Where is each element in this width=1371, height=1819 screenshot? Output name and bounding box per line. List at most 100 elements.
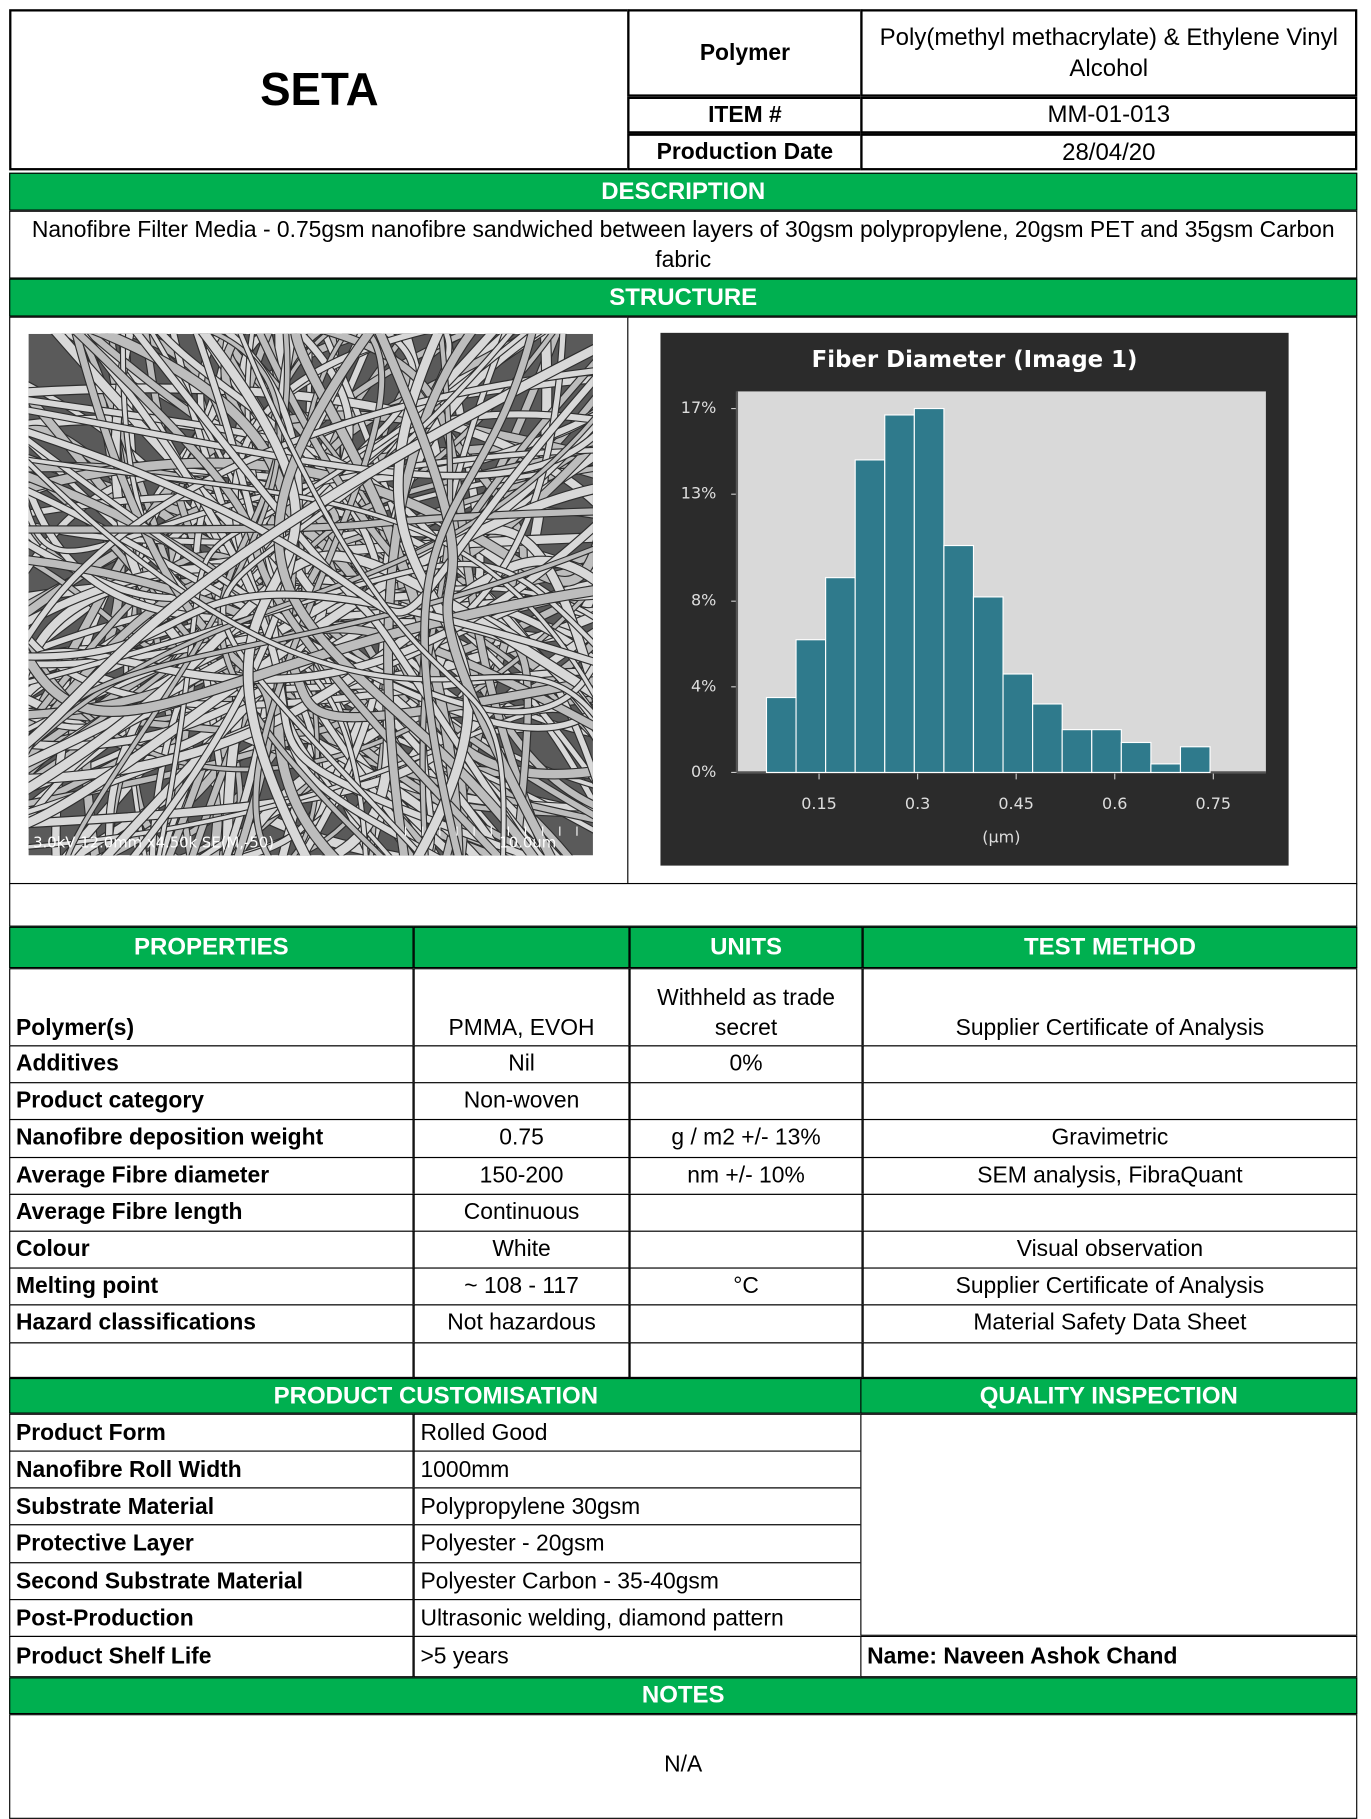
blank-cell [629,1342,863,1378]
property-name-text: Product category [15,1087,204,1113]
section-header: QUALITY INSPECTION [860,1377,1358,1414]
property-name: Polymer(s) [9,968,414,1047]
property-value-text: PMMA, EVOH [448,1015,595,1041]
custom-label: Substrate Material [9,1487,414,1526]
property-value: °C [629,1267,863,1306]
property-name: Average Fibre length [9,1193,414,1232]
property-name-text: Melting point [15,1272,159,1298]
section-header: DESCRIPTION [9,172,1358,211]
bar [913,407,945,774]
sem-scale: 10.0um [499,833,556,851]
property-value-text: Material Safety Data Sheet [973,1310,1247,1336]
custom-value: 1000mm [413,1450,863,1489]
custom-label: Protective Layer [9,1524,414,1564]
sem-caption: 3.0kV 12.0mm x4.50k SE(M,-50) [33,833,274,851]
bar [1032,703,1063,774]
custom-label-text: Protective Layer [15,1531,194,1557]
fiber [421,333,536,856]
property-name-text: Hazard classifications [15,1310,257,1336]
y-tick-label: 13% [681,484,717,503]
x-tick-label: 0.3 [905,794,930,813]
fiber [28,708,593,849]
bar [1150,763,1182,774]
property-name-text: Additives [15,1050,119,1076]
property-value-text: °C [733,1272,759,1298]
x-axis-label: (µm) [982,828,1020,847]
property-value-text: Visual observation [1016,1235,1204,1262]
property-value-text: 0.75 [499,1124,544,1151]
fiber [28,561,593,685]
property-name: Average Fibre diameter [9,1156,414,1195]
field-value: 28/04/20 [860,133,1358,171]
property-value-text: Non-woven [463,1087,580,1113]
section-header-text: TEST METHOD [1023,934,1196,961]
fiber [28,368,593,642]
field-value: Poly(methyl methacrylate) & Ethylene Vin… [860,9,1358,97]
fiber [28,546,593,754]
custom-value-text: Polypropylene 30gsm [420,1493,641,1520]
custom-label-text: Product Form [15,1420,166,1446]
section-header-text: NOTES [641,1682,725,1709]
property-name: Colour [9,1230,414,1269]
blank-cell [862,1342,1358,1378]
custom-value-text: >5 years [420,1643,509,1670]
bar [972,596,1004,774]
company-name: SETA [9,9,630,171]
y-tick-label: 4% [691,676,716,695]
section-header: UNITS [629,926,863,969]
inspection-box [860,1413,1358,1636]
section-header-text: PROPERTIES [134,934,289,961]
bar [1091,729,1122,774]
field-label-text: Polymer [699,40,791,66]
property-value: SEM analysis, FibraQuant [862,1156,1358,1195]
property-name: Nanofibre deposition weight [9,1118,414,1159]
custom-label-text: Product Shelf Life [15,1643,212,1670]
x-tick-label: 0.15 [801,794,837,813]
field-label: Polymer [627,9,863,97]
y-tick-label: 8% [691,591,716,610]
property-value-text: Gravimetric [1051,1124,1169,1151]
property-value: Continuous [413,1193,630,1232]
bar [825,577,856,774]
section-header-text: UNITS [710,934,783,961]
property-value-text: nm +/- 10% [687,1162,805,1188]
fiber [28,437,593,715]
property-name: Melting point [9,1267,414,1306]
property-value: Not hazardous [413,1304,630,1344]
x-tick-label: 0.75 [1196,794,1232,813]
notes-text-text: N/A [664,1752,703,1778]
section-header: PROPERTIES [9,926,414,969]
custom-value: Polyester - 20gsm [413,1524,863,1564]
bar [1179,746,1211,774]
property-value: ~ 108 - 117 [413,1267,630,1306]
section-header: TEST METHOD [862,926,1358,969]
property-name-text: Colour [15,1235,90,1262]
field-value-text: Poly(methyl methacrylate) & Ethylene Vin… [879,23,1338,82]
property-name: Product category [9,1082,414,1121]
custom-value: >5 years [413,1635,863,1678]
field-value-text: 28/04/20 [1062,138,1156,166]
bar [765,696,797,774]
property-value-text: ~ 108 - 117 [464,1272,579,1298]
sem-image: 3.0kV 12.0mm x4.50k SE(M,-50) 10.0um [28,333,593,856]
bar [1061,729,1093,774]
property-value [629,1082,863,1121]
y-tick-label: 0% [691,762,716,781]
section-header-text: DESCRIPTION [601,178,766,205]
bar [854,459,886,774]
inspector-name-text: Name: Naveen Ashok Chand [867,1643,1178,1670]
description-text-text: Nanofibre Filter Media - 0.75gsm nanofib… [31,217,1335,273]
property-name: Additives [9,1045,414,1084]
property-name-text: Nanofibre deposition weight [15,1124,324,1151]
field-value: MM-01-013 [860,96,1358,134]
custom-label-text: Second Substrate Material [15,1568,303,1594]
chart-title: Fiber Diameter (Image 1) [812,347,1138,373]
inspector-name: Name: Naveen Ashok Chand [860,1635,1358,1678]
fiber [274,333,538,856]
property-value-text: Supplier Certificate of Analysis [955,1272,1265,1298]
field-label-text: ITEM # [708,102,782,128]
bar [884,414,915,774]
fiber [375,333,555,856]
property-value: 150-200 [413,1156,630,1195]
